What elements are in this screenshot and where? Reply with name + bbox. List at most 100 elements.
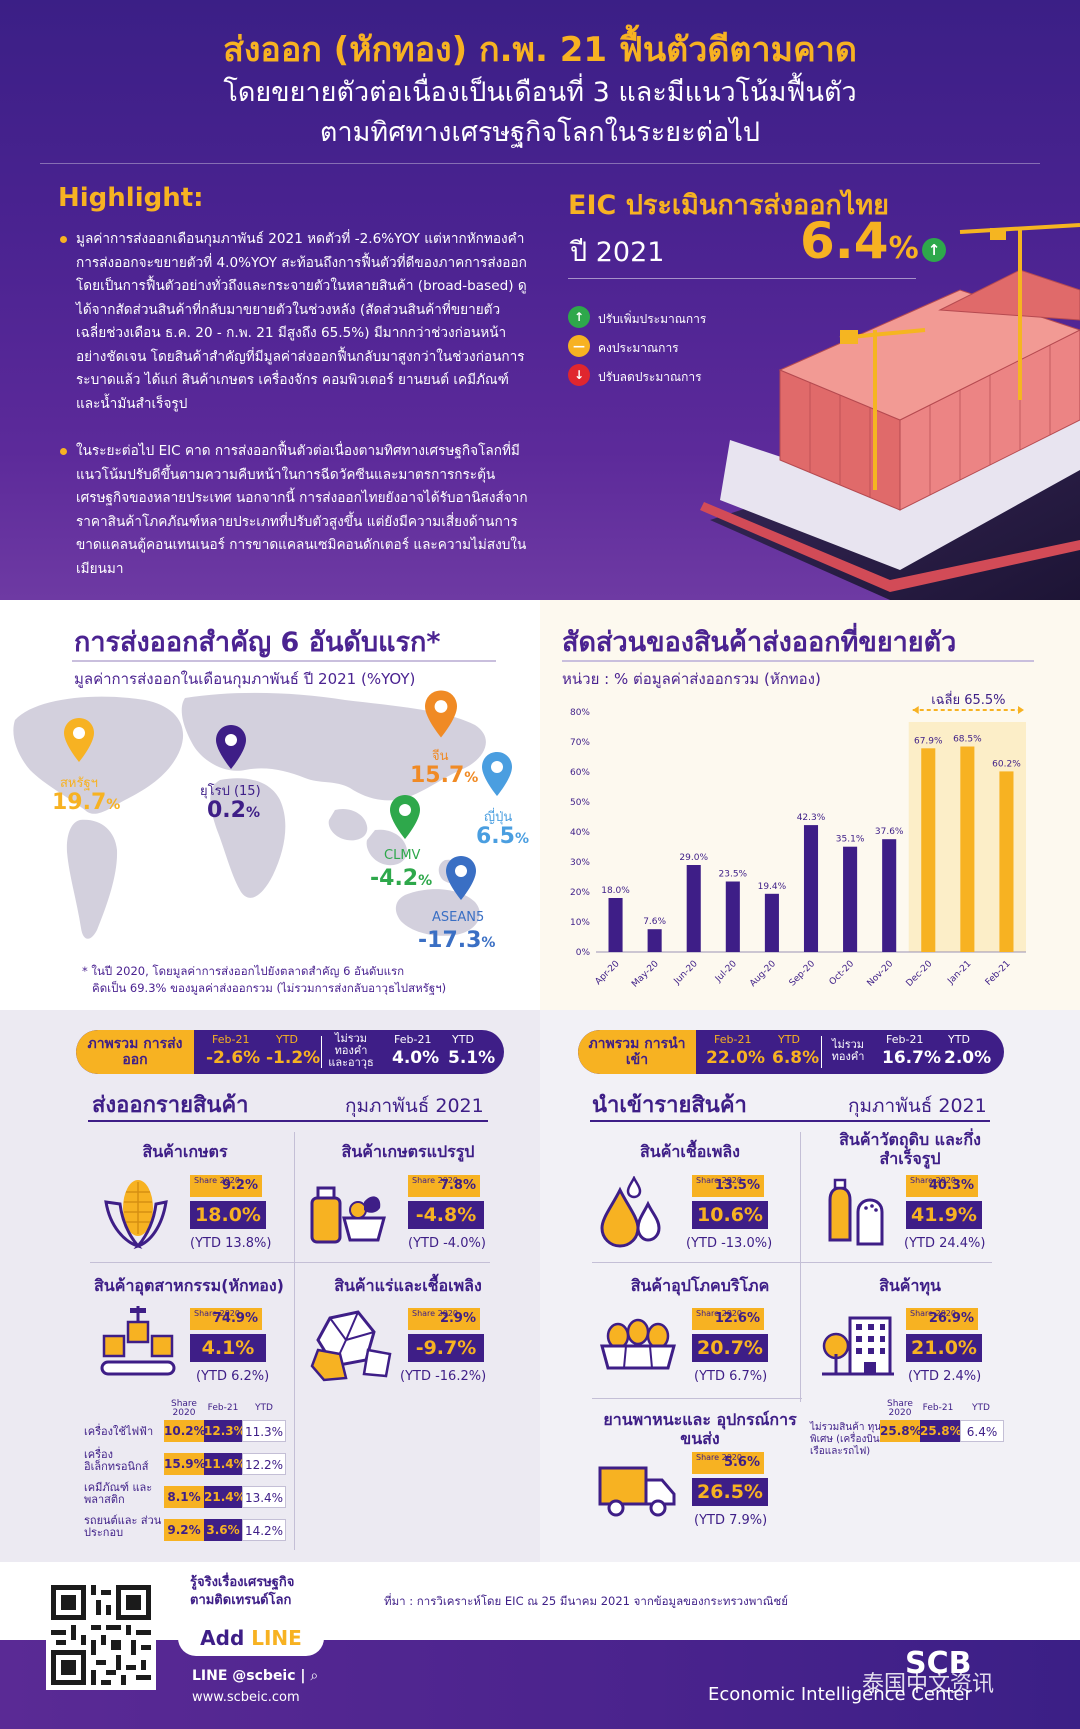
share-value: 74.9%: [212, 1311, 258, 1326]
export-products-month: กุมภาพันธ์ 2021: [345, 1095, 484, 1117]
bar-data-label: 7.6%: [643, 917, 666, 927]
market-label-us: สหรัฐฯ: [60, 776, 98, 791]
import-fuel-share: Share 2020 13.5%: [692, 1175, 764, 1197]
export-row-divider: [90, 1262, 490, 1263]
sub-table-header-share: Share 2020: [171, 1399, 197, 1418]
y-tick-label: 10%: [570, 918, 590, 928]
share-label: Share 2020: [696, 1453, 742, 1462]
x-tick-label: Aug-20: [748, 959, 778, 989]
footer-tagline-line-1: รู้จริงเรื่องเศรษฐกิจ: [190, 1575, 295, 1590]
arrow-right-icon: [1018, 706, 1024, 714]
export-summary-excl-label: ไม่รวม ทองคำ และอาวุธ: [328, 1032, 374, 1069]
corn-icon: [104, 1180, 168, 1250]
legend-label-lower: ปรับลดประมาณการ: [598, 370, 702, 384]
sub-row-feb: 3.6%: [204, 1519, 242, 1541]
search-icon: ⌕: [310, 1668, 319, 1684]
export-minerals-ytd: (YTD -16.2%): [400, 1369, 487, 1384]
sub-table-header-ytd: YTD: [255, 1403, 273, 1413]
line-id[interactable]: LINE @scbeic | ⌕: [192, 1668, 318, 1684]
bar-data-label: 60.2%: [992, 759, 1021, 769]
market-value-eu: 0.2%: [207, 798, 260, 823]
sub-row-label: เครื่องใช้ไฟฟ้า: [84, 1425, 154, 1438]
export-agri-ytd: (YTD 13.8%): [190, 1236, 272, 1251]
x-tick-label: Nov-20: [866, 959, 896, 989]
line-id-text: LINE @scbeic |: [192, 1668, 306, 1684]
bar: [960, 746, 975, 952]
eic-forecast-value: 6.4%: [800, 212, 919, 270]
import-fuel-ytd: (YTD -13.0%): [686, 1236, 773, 1251]
export-summary-label: ภาพรวม การส่งออก: [76, 1030, 194, 1074]
food-products-icon: [310, 1186, 386, 1244]
export-summary-feb-value: -2.6%: [206, 1048, 261, 1068]
y-tick-label: 80%: [570, 708, 590, 718]
export-agri-value: 18.0%: [190, 1201, 266, 1229]
market-value-clmv-unit: %: [418, 873, 433, 889]
import-summary-ytd-value: 6.8%: [772, 1048, 820, 1068]
x-tick-label: Jan-21: [945, 959, 973, 987]
y-tick-label: 0%: [576, 948, 591, 958]
website-link[interactable]: www.scbeic.com: [192, 1690, 300, 1705]
sub-row-feb: 21.4%: [204, 1486, 246, 1508]
y-tick-label: 60%: [570, 768, 590, 778]
market-value-eu-number: 0.2: [207, 798, 246, 823]
share-value: 7.8%: [439, 1178, 476, 1193]
import-capital-goods-ytd: (YTD 2.4%): [908, 1369, 982, 1384]
sub-table-header-share: Share 2020: [887, 1399, 913, 1418]
share-value: 5.6%: [723, 1455, 760, 1470]
x-tick-label: Sep-20: [788, 959, 818, 989]
eic-forecast-number: 6.4: [800, 212, 889, 270]
sub-row-ytd: 14.2%: [242, 1519, 286, 1541]
export-summary-ytd-value: -1.2%: [266, 1048, 321, 1068]
bar: [882, 839, 897, 952]
page-subtitle-line-2: ตามทิศทางเศรษฐกิจโลกในระยะต่อไป: [319, 117, 761, 148]
highlight-bullet-2: ในระยะต่อไป EIC คาด การส่งออกฟื้นตัวต่อเ…: [76, 443, 528, 577]
import-raw-materials-label: สินค้าวัตถุดิบ และกึ่งสำเร็จรูป: [839, 1130, 981, 1168]
export-products-underline: [88, 1120, 488, 1122]
share-label: Share 2020: [412, 1176, 458, 1185]
bar: [725, 881, 740, 952]
market-label-clmv: CLMV: [384, 848, 421, 863]
legend-label-raise: ปรับเพิ่มประมาณการ: [598, 312, 707, 326]
export-processed-agri-ytd: (YTD -4.0%): [408, 1236, 486, 1251]
dash-icon: —: [568, 335, 590, 357]
x-tick-label: Dec-20: [905, 959, 935, 989]
y-tick-label: 40%: [570, 828, 590, 838]
sub-row-ytd: 12.2%: [242, 1453, 286, 1475]
share-label: Share 2020: [910, 1176, 956, 1185]
oil-drops-icon: [600, 1176, 661, 1248]
add-line-button[interactable]: Add LINE: [178, 1620, 324, 1656]
import-summary-ytd-header: YTD: [778, 1033, 800, 1046]
salt-pepper-icon: [828, 1178, 884, 1246]
sub-table-header-feb: Feb-21: [207, 1403, 239, 1413]
share-label: Share 2020: [910, 1309, 956, 1318]
export-processed-agri-value: -4.8%: [408, 1201, 484, 1229]
y-tick-label: 70%: [570, 738, 590, 748]
import-vehicles-value: 26.5%: [692, 1478, 768, 1506]
share-value: 13.5%: [714, 1178, 760, 1193]
add-line-brand: LINE: [251, 1626, 302, 1650]
sub-row-share: 10.2%: [164, 1420, 206, 1442]
sub-row-share: 8.1%: [164, 1486, 204, 1508]
bar-data-label: 23.5%: [719, 870, 748, 880]
eic-forecast-divider: [568, 278, 916, 279]
market-value-china-number: 15.7: [410, 763, 465, 788]
bar: [921, 748, 936, 952]
export-industrial-label: สินค้าอุตสาหกรรม(หักทอง): [94, 1276, 284, 1295]
market-value-asean5: -17.3%: [418, 928, 495, 953]
share-value: 40.3%: [928, 1178, 974, 1193]
sub-row-feb: 11.4%: [204, 1453, 246, 1475]
import-summary-excl-ytd-value: 2.0%: [944, 1048, 992, 1068]
world-map: [13, 692, 486, 939]
qr-code-icon[interactable]: [46, 1580, 156, 1690]
add-line-label: Add: [200, 1626, 245, 1650]
import-column-divider: [800, 1132, 801, 1402]
share-chart-title: สัดส่วนของสินค้าส่งออกที่ขยายตัว: [562, 627, 957, 658]
market-value-us-number: 19.7: [52, 790, 107, 815]
map-pin-icon: [64, 718, 94, 762]
market-value-clmv-number: -4.2: [370, 866, 419, 891]
market-value-china-unit: %: [464, 770, 479, 786]
header-divider: [40, 163, 1040, 164]
top6-divider: [72, 660, 496, 662]
export-minerals-value: -9.7%: [408, 1334, 484, 1362]
export-column-divider: [294, 1132, 295, 1550]
